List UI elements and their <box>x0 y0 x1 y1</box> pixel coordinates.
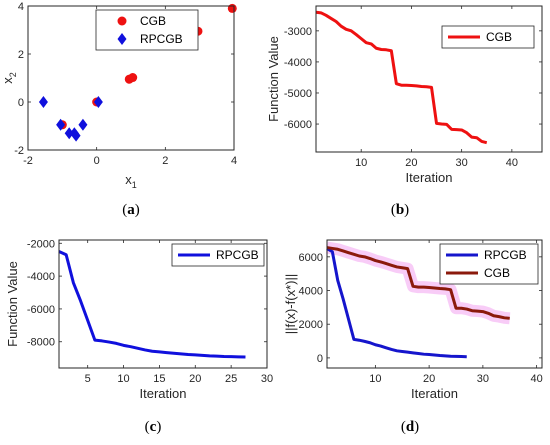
legend-marker-cgb <box>117 16 127 26</box>
y-tick-label: -2000 <box>27 238 55 250</box>
legend: CGB <box>441 25 535 49</box>
x-tick-label: 10 <box>355 157 367 169</box>
x-tick-label: 30 <box>477 373 489 385</box>
x-tick-label: 40 <box>506 157 518 169</box>
y-tick-label: 0 <box>317 353 323 365</box>
y-tick-label: -8000 <box>27 337 55 349</box>
y-tick-label: -5000 <box>284 88 312 100</box>
x-tick-label: 0 <box>94 155 100 167</box>
legend-label: CGB <box>484 266 510 280</box>
legend-box <box>171 243 265 267</box>
x-tick-label: 30 <box>456 157 468 169</box>
x-tick-label: 20 <box>405 157 417 169</box>
y-tick-label: 0 <box>18 97 24 109</box>
x-tick-label: 15 <box>153 373 165 385</box>
legend-label: RPCGB <box>484 248 527 262</box>
cgb-point <box>128 73 138 83</box>
y-tick-label: -3000 <box>284 26 312 38</box>
x-tick-label: 25 <box>225 373 237 385</box>
axes-frame <box>315 5 543 153</box>
x-axis-label: x1 <box>125 172 137 190</box>
y-tick-label: 4 <box>18 1 24 13</box>
legend-box <box>95 9 199 51</box>
x-tick-label: 30 <box>261 373 273 385</box>
x-tick-label: 5 <box>85 373 91 385</box>
y-tick-label: -6000 <box>284 119 312 131</box>
rpcgb-point <box>71 129 81 142</box>
x-tick-label: 20 <box>423 373 435 385</box>
cgb-line <box>315 10 488 145</box>
x-tick-label: 20 <box>189 373 201 385</box>
x-tick-label: 10 <box>369 373 381 385</box>
rpcgb-point <box>78 118 88 131</box>
y-axis-label: Function Value <box>5 261 20 347</box>
rpcgb-line <box>58 250 246 359</box>
panel-label: (c) <box>145 419 162 435</box>
legend: CGB RPCGB <box>95 9 199 51</box>
legend: RPCGB CGB <box>439 243 539 285</box>
rpcgb-point <box>56 118 66 131</box>
chart-panel-b: 10 20 30 40 -3000 -4000 -5000 -6000 Iteration Fun… <box>266 5 543 218</box>
x-axis-label: Iteration <box>406 170 453 185</box>
y-tick-label: -4000 <box>27 271 55 283</box>
x-tick-label: 4 <box>231 155 237 167</box>
y-tick-label: 6000 <box>299 252 323 264</box>
x-tick-label: 2 <box>162 155 168 167</box>
legend-box <box>441 25 535 49</box>
chart-panel-c: 5 10 15 20 25 30 -2000 -4000 -6000 -8000 Iteration… <box>5 238 273 435</box>
y-tick-label: -6000 <box>27 304 55 316</box>
rpcgb-point <box>64 127 74 140</box>
axes-frame <box>27 5 235 151</box>
y-axis-label: ||f(x)-f(x*)|| <box>283 274 298 334</box>
legend-marker-rpcgb <box>117 33 127 45</box>
legend-label: CGB <box>486 30 512 44</box>
cgb-line <box>326 246 510 320</box>
rpcgb-point <box>38 96 48 108</box>
y-tick-label: 2 <box>18 49 24 61</box>
x-axis-label: Iteration <box>411 386 458 401</box>
panel-label: (a) <box>122 202 140 218</box>
x-tick-label: 40 <box>531 373 543 385</box>
axes-frame <box>58 239 268 369</box>
legend-label: RPCGB <box>216 248 259 262</box>
y-axis-label: x2 <box>0 72 18 84</box>
y-axis-label: Function Value <box>266 36 281 122</box>
legend-box <box>439 243 539 285</box>
panel-label: (b) <box>391 202 409 218</box>
y-tick-label: -2 <box>14 145 24 157</box>
x-tick-label: -2 <box>23 155 33 167</box>
y-tick-label: 4000 <box>299 286 323 298</box>
x-axis-label: Iteration <box>140 386 187 401</box>
y-tick-label: -4000 <box>284 57 312 69</box>
rpcgb-point <box>93 96 103 108</box>
legend-label: RPCGB <box>140 32 183 46</box>
x-tick-label: 10 <box>117 373 129 385</box>
chart-panel-a: -2 0 2 4 -2 0 2 4 CGB RPCGB (a) <box>14 1 237 218</box>
legend: RPCGB <box>171 243 265 267</box>
panel-label: (d) <box>401 419 419 435</box>
axes-frame <box>326 239 543 369</box>
y-tick-label: 2000 <box>299 319 323 331</box>
chart-panel-d: 10 20 30 40 0 2000 4000 6000 Iteration ||f(x)-f(x… <box>283 239 543 435</box>
rpcgb-line <box>326 247 467 359</box>
legend-label: CGB <box>140 14 166 28</box>
cgb-point <box>227 3 237 13</box>
